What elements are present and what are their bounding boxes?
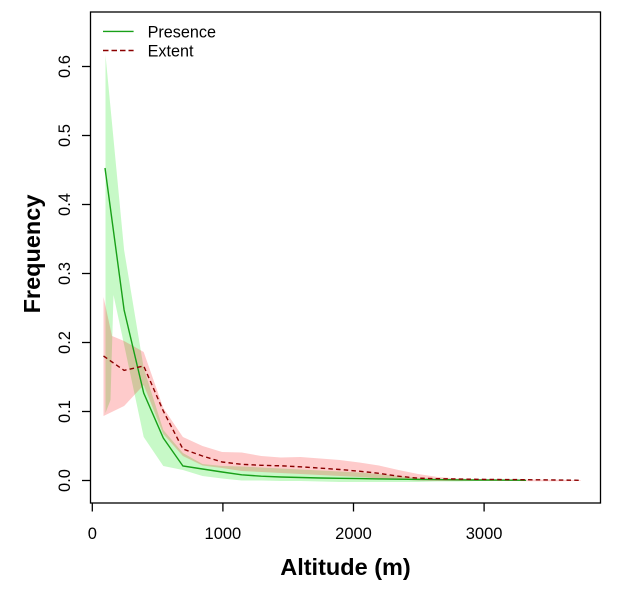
svg-text:0.6: 0.6 <box>56 55 74 78</box>
svg-text:Altitude (m): Altitude (m) <box>280 554 411 580</box>
svg-text:Presence: Presence <box>148 24 216 42</box>
svg-text:0.1: 0.1 <box>56 400 74 423</box>
svg-text:0.0: 0.0 <box>56 469 74 492</box>
svg-text:0.4: 0.4 <box>56 193 74 216</box>
svg-text:0.5: 0.5 <box>56 124 74 147</box>
svg-text:3000: 3000 <box>466 525 503 543</box>
svg-text:0.2: 0.2 <box>56 331 74 354</box>
svg-text:Frequency: Frequency <box>19 195 45 314</box>
svg-text:Extent: Extent <box>148 43 194 61</box>
svg-text:0: 0 <box>88 525 97 543</box>
svg-text:0.3: 0.3 <box>56 262 74 285</box>
svg-text:2000: 2000 <box>335 525 372 543</box>
svg-text:1000: 1000 <box>205 525 242 543</box>
